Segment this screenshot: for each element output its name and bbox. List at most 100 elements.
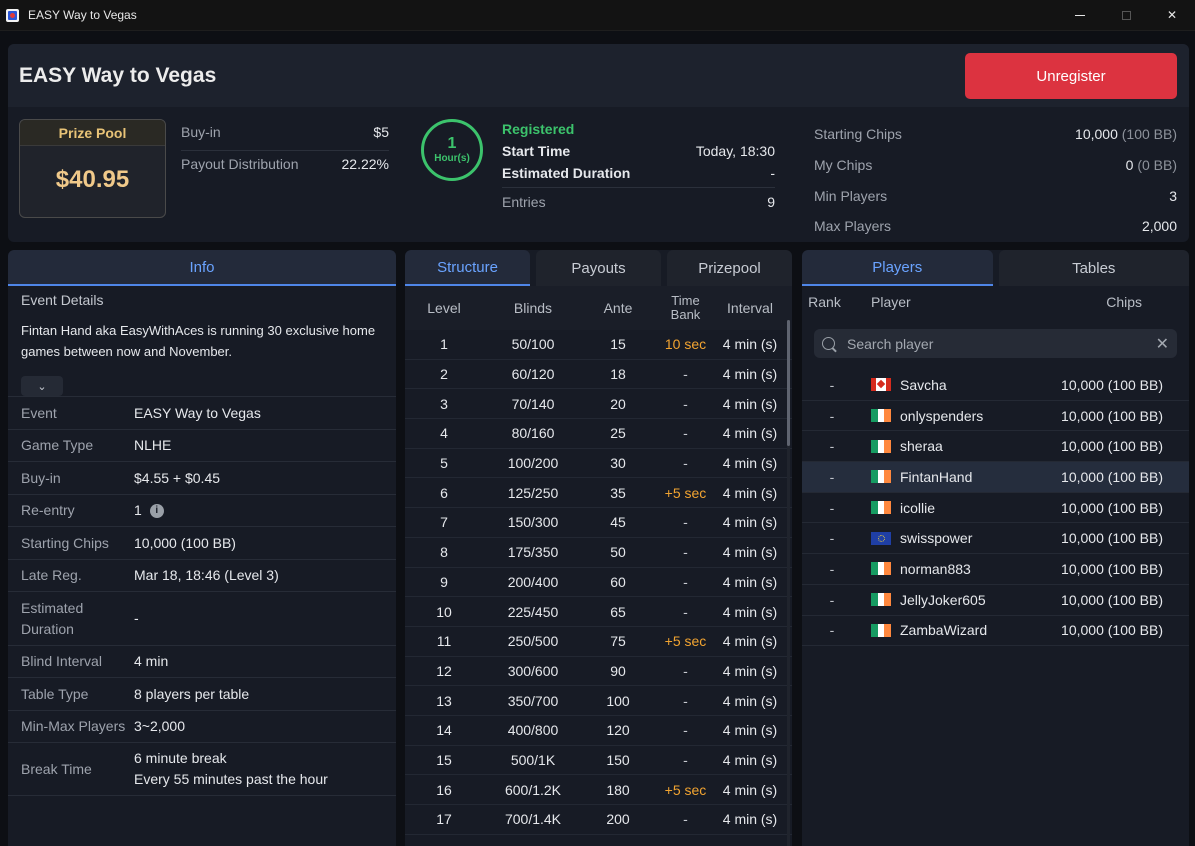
- divider: [181, 150, 389, 151]
- player-name: JellyJoker605: [900, 591, 986, 608]
- player-row[interactable]: - icollie 10,000 (100 BB): [802, 493, 1189, 524]
- column-header-time-bank: Time Bank: [653, 294, 718, 322]
- search-player-input[interactable]: [847, 335, 1156, 352]
- info-row-late-reg: Late Reg. Mar 18, 18:46 (Level 3): [8, 559, 396, 591]
- info-label: Buy-in: [21, 469, 61, 486]
- player-rank: -: [829, 438, 835, 455]
- structure-cell-interval: 4 min (s): [722, 781, 778, 798]
- player-rank: -: [829, 560, 835, 577]
- expand-details-button[interactable]: ⌄: [21, 376, 63, 396]
- column-header-level: Level: [427, 300, 461, 316]
- player-rank: -: [829, 468, 835, 485]
- tab-payouts[interactable]: Payouts: [536, 250, 661, 286]
- tab-prizepool[interactable]: Prizepool: [667, 250, 792, 286]
- player-rank: -: [829, 530, 835, 547]
- search-icon: [822, 337, 835, 350]
- window-titlebar: EASY Way to Vegas ✕: [0, 0, 1195, 31]
- entries-label: Entries: [502, 194, 546, 210]
- max-players-value: 2,000: [1141, 218, 1177, 234]
- player-chips: 10,000 (100 BB): [1061, 622, 1163, 639]
- player-row[interactable]: - ZambaWizard 10,000 (100 BB): [802, 616, 1189, 647]
- structure-cell-ante: 200: [606, 811, 630, 828]
- entries-value: 9: [767, 194, 775, 210]
- flag-eu-icon: [871, 531, 891, 545]
- unregister-button[interactable]: Unregister: [965, 53, 1177, 99]
- info-value: 8 players per table: [134, 685, 250, 702]
- registration-status: Registered: [502, 121, 575, 137]
- player-name: icollie: [900, 499, 936, 516]
- player-name: onlyspenders: [900, 407, 984, 424]
- clear-search-icon[interactable]: ✕: [1155, 335, 1169, 353]
- structure-row: 9 200/400 60 - 4 min (s): [405, 568, 792, 598]
- tab-info[interactable]: Info: [8, 250, 396, 286]
- info-value: 4 min: [134, 653, 169, 669]
- structure-cell-ante: 100: [606, 692, 630, 709]
- structure-cell-time-bank: -: [683, 722, 688, 739]
- player-list: - Savcha 10,000 (100 BB) - onlyspenders 10,00…: [802, 370, 1189, 647]
- flag-ie-icon: [871, 593, 891, 607]
- structure-cell-time-bank: -: [683, 692, 688, 709]
- close-window-button[interactable]: ✕: [1149, 0, 1195, 31]
- structure-cell-interval: 4 min (s): [722, 692, 778, 709]
- player-row[interactable]: - Savcha 10,000 (100 BB): [802, 370, 1189, 401]
- buyin-value: $5: [373, 124, 389, 140]
- tournament-header: EASY Way to Vegas Unregister Prize Pool …: [8, 44, 1189, 242]
- structure-cell-blinds: 400/800: [507, 722, 559, 739]
- structure-cell-level: 1: [440, 336, 448, 353]
- structure-cell-time-bank: +5 sec: [664, 633, 707, 650]
- structure-cell-time-bank: -: [683, 751, 688, 768]
- min-players-row: Min Players 3: [814, 188, 1177, 204]
- player-chips: 10,000 (100 BB): [1061, 407, 1163, 424]
- column-header-rank: Rank: [808, 294, 841, 310]
- minimize-button[interactable]: [1057, 0, 1103, 31]
- structure-cell-time-bank: -: [683, 544, 688, 561]
- player-row[interactable]: - JellyJoker605 10,000 (100 BB): [802, 585, 1189, 616]
- tab-tables[interactable]: Tables: [998, 250, 1189, 286]
- player-row[interactable]: - norman883 10,000 (100 BB): [802, 554, 1189, 585]
- column-header-interval: Interval: [727, 300, 773, 316]
- player-row[interactable]: - swisspower 10,000 (100 BB): [802, 523, 1189, 555]
- starting-chips-row: Starting Chips 10,000 (100 BB): [814, 126, 1177, 142]
- info-row-event: Event EASY Way to Vegas: [8, 396, 396, 429]
- column-header-time-bank-line2: Bank: [670, 307, 701, 322]
- info-icon[interactable]: i: [149, 504, 164, 519]
- structure-cell-interval: 4 min (s): [722, 425, 778, 442]
- player-name: FintanHand: [900, 468, 973, 485]
- structure-cell-interval: 4 min (s): [722, 395, 778, 412]
- info-value: Mar 18, 18:46 (Level 3): [134, 567, 279, 583]
- player-chips: 10,000 (100 BB): [1061, 376, 1163, 393]
- info-label: Re-entry: [21, 502, 75, 518]
- player-row[interactable]: - FintanHand 10,000 (100 BB): [802, 462, 1189, 493]
- structure-cell-level: 10: [436, 603, 452, 620]
- estimated-duration-label: Estimated Duration: [502, 165, 631, 181]
- structure-cell-time-bank: +5 sec: [664, 484, 707, 501]
- timer-unit: Hour(s): [434, 153, 470, 164]
- structure-cell-time-bank: -: [683, 662, 688, 679]
- structure-scrollbar[interactable]: [787, 320, 790, 446]
- player-row[interactable]: - sheraa 10,000 (100 BB): [802, 431, 1189, 463]
- player-row[interactable]: - onlyspenders 10,000 (100 BB): [802, 401, 1189, 432]
- flag-ie-icon: [871, 623, 891, 637]
- event-details-text: Fintan Hand aka EasyWithAces is running …: [21, 323, 376, 359]
- flag-ie-icon: [871, 562, 891, 576]
- tab-structure[interactable]: Structure: [405, 250, 530, 286]
- structure-cell-interval: 4 min (s): [722, 336, 778, 353]
- structure-cell-blinds: 125/250: [507, 484, 559, 501]
- tab-players[interactable]: Players: [802, 250, 993, 286]
- info-value: NLHE: [134, 437, 172, 453]
- prize-pool-value: $40.95: [55, 166, 130, 193]
- player-search-box: ✕: [814, 329, 1177, 358]
- structure-cell-interval: 4 min (s): [722, 751, 778, 768]
- player-rank: -: [829, 376, 835, 393]
- structure-row: 12 300/600 90 - 4 min (s): [405, 657, 792, 687]
- structure-cell-time-bank: -: [683, 366, 688, 383]
- structure-cell-level: 7: [440, 514, 448, 531]
- prize-pool-label: Prize Pool: [20, 120, 165, 146]
- structure-row: 15 500/1K 150 - 4 min (s): [405, 746, 792, 776]
- estimated-duration-row: Estimated Duration -: [502, 165, 775, 181]
- structure-row: 2 60/120 18 - 4 min (s): [405, 360, 792, 390]
- player-chips: 10,000 (100 BB): [1061, 499, 1163, 516]
- info-tabs: Info: [8, 250, 396, 286]
- structure-table-header: Level Blinds Ante Time Bank Interval: [405, 286, 792, 330]
- info-value: -: [134, 610, 139, 626]
